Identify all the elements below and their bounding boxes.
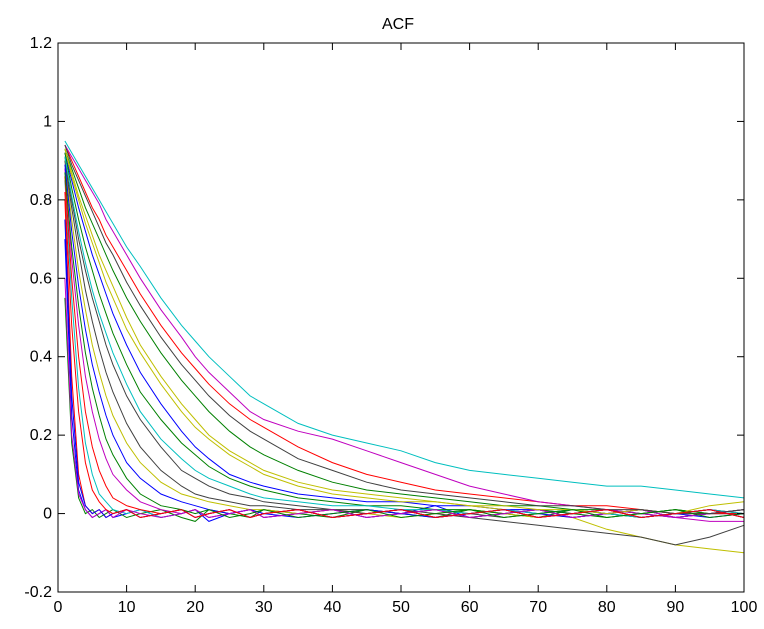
x-tick-label: 100: [731, 599, 758, 616]
y-tick-label: 0: [43, 506, 52, 523]
x-tick-label: 70: [529, 599, 547, 616]
x-tick-label: 40: [324, 599, 342, 616]
y-tick-label: 1.2: [30, 35, 52, 52]
series-line-23: [64, 172, 745, 519]
series-line-15: [64, 164, 745, 519]
x-tick-label: 80: [598, 599, 616, 616]
series-layer: [64, 140, 745, 554]
y-axis-ticks: -0.2 0 0.2 0.4 0.6 0.8 1 1.2: [24, 35, 744, 601]
x-tick-label: 10: [118, 599, 136, 616]
x-axis-ticks: 0 10 20 30 40 50 60 70 80 90 100: [54, 43, 758, 616]
x-tick-label: 20: [186, 599, 204, 616]
series-line-24: [64, 191, 745, 519]
series-line-5: [64, 168, 745, 519]
series-line-17: [64, 176, 745, 519]
series-line-22: [64, 219, 745, 519]
y-tick-label: 0.4: [30, 349, 52, 366]
series-line-14: [64, 160, 745, 546]
x-tick-label: 30: [255, 599, 273, 616]
y-tick-label: 0.6: [30, 270, 52, 287]
series-line-8: [64, 152, 744, 519]
x-tick-label: 50: [392, 599, 410, 616]
series-line-20: [64, 148, 745, 515]
series-line-2: [64, 297, 745, 522]
series-line-3: [64, 199, 745, 519]
series-line-16: [64, 152, 745, 519]
series-line-11: [64, 140, 745, 499]
series-line-1: [64, 239, 745, 522]
series-line-9: [64, 148, 744, 515]
series-line-4: [64, 180, 745, 519]
y-tick-label: 1: [43, 113, 52, 130]
y-tick-label: 0.2: [30, 427, 52, 444]
x-tick-label: 0: [54, 599, 63, 616]
x-tick-label: 60: [461, 599, 479, 616]
y-tick-label: -0.2: [24, 584, 52, 601]
series-line-19: [64, 278, 745, 519]
x-tick-label: 90: [667, 599, 685, 616]
y-tick-label: 0.8: [30, 192, 52, 209]
series-line-10: [64, 144, 744, 515]
series-line-21: [64, 144, 745, 515]
series-line-13: [64, 148, 745, 554]
chart-title: ACF: [382, 16, 414, 33]
